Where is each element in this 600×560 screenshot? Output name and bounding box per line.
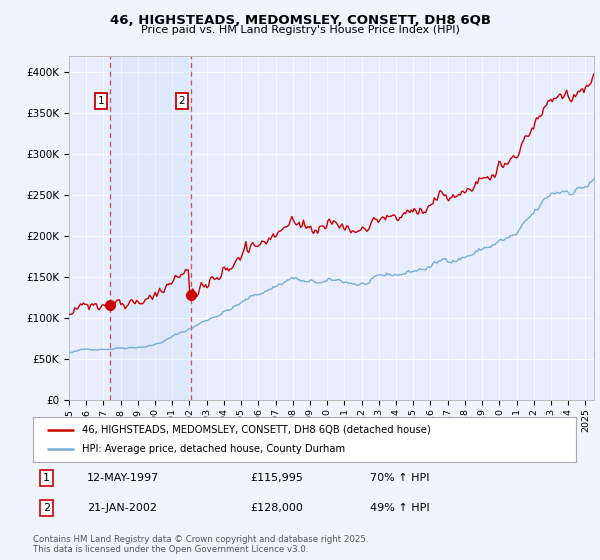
Text: 46, HIGHSTEADS, MEDOMSLEY, CONSETT, DH8 6QB: 46, HIGHSTEADS, MEDOMSLEY, CONSETT, DH8 … (110, 14, 491, 27)
Text: 1: 1 (98, 96, 104, 106)
Text: 12-MAY-1997: 12-MAY-1997 (88, 473, 160, 483)
Text: 46, HIGHSTEADS, MEDOMSLEY, CONSETT, DH8 6QB (detached house): 46, HIGHSTEADS, MEDOMSLEY, CONSETT, DH8 … (82, 424, 431, 435)
Text: Contains HM Land Registry data © Crown copyright and database right 2025.
This d: Contains HM Land Registry data © Crown c… (33, 535, 368, 554)
Text: 2: 2 (43, 503, 50, 513)
Bar (110, 56, 191, 400)
Text: HPI: Average price, detached house, County Durham: HPI: Average price, detached house, Coun… (82, 445, 345, 455)
Text: 1: 1 (43, 473, 50, 483)
Text: £115,995: £115,995 (250, 473, 303, 483)
Text: £128,000: £128,000 (250, 503, 303, 513)
Text: 70% ↑ HPI: 70% ↑ HPI (370, 473, 429, 483)
Text: 49% ↑ HPI: 49% ↑ HPI (370, 503, 429, 513)
Text: 2: 2 (179, 96, 185, 106)
Text: Price paid vs. HM Land Registry's House Price Index (HPI): Price paid vs. HM Land Registry's House … (140, 25, 460, 35)
Text: 21-JAN-2002: 21-JAN-2002 (88, 503, 157, 513)
